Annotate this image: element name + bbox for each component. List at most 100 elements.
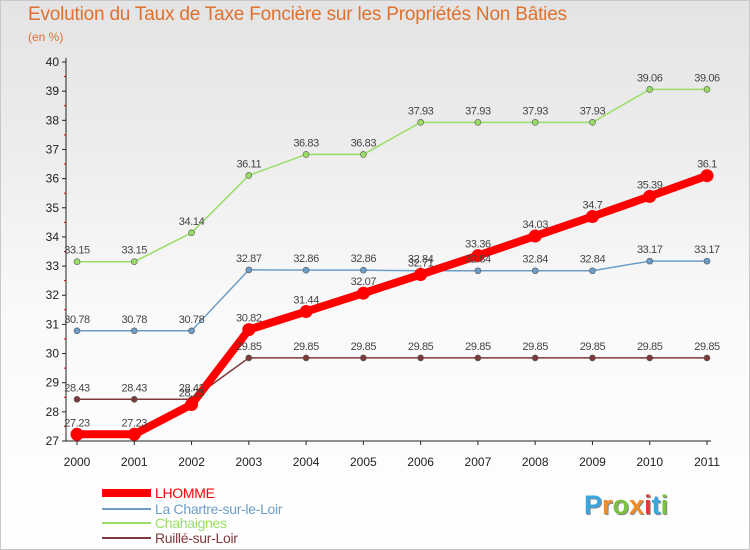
- series-line-chahaignes: [76, 88, 708, 263]
- data-label: 33.15: [64, 245, 90, 257]
- y-tick-label: 31: [46, 317, 60, 331]
- data-label: 29.85: [522, 341, 548, 353]
- data-label: 28.43: [122, 382, 148, 394]
- y-tick-label: 34: [46, 230, 60, 244]
- data-point: [531, 267, 539, 275]
- chart-title: Evolution du Taux de Taxe Foncière sur l…: [28, 4, 567, 25]
- data-label: 32.84: [408, 254, 434, 266]
- data-point: [302, 266, 310, 274]
- data-label: 39.06: [694, 72, 720, 84]
- x-tick-label: 2002: [178, 455, 205, 469]
- series-line-ruill-sur-loir: [76, 357, 708, 401]
- legend-label: Ruillé-sur-Loir: [155, 530, 238, 546]
- x-tick-label: 2008: [522, 455, 549, 469]
- data-point: [589, 354, 596, 362]
- data-label: 37.93: [522, 105, 548, 117]
- data-point: [700, 169, 714, 183]
- logo-letter: o: [612, 490, 630, 520]
- legend-swatch: [102, 489, 151, 497]
- data-point: [360, 266, 367, 274]
- x-tick-label: 2009: [579, 455, 606, 469]
- data-point: [245, 266, 253, 274]
- data-point: [474, 354, 482, 362]
- data-label: 34.7: [583, 200, 603, 212]
- x-tick-label: 2006: [407, 455, 434, 469]
- data-label: 32.84: [465, 254, 491, 266]
- data-label: 29.85: [293, 341, 319, 353]
- y-tick-label: 27: [46, 434, 60, 448]
- x-tick-label: 2007: [465, 455, 492, 469]
- data-point: [70, 427, 84, 441]
- legend-label: La Chartre-sur-le-Loir: [155, 501, 283, 517]
- x-tick-label: 2001: [121, 455, 148, 469]
- y-tick-label: 35: [46, 201, 60, 215]
- data-label: 37.93: [465, 105, 491, 117]
- data-label: 32.86: [293, 253, 319, 265]
- data-point: [703, 354, 711, 362]
- data-label: 29.85: [694, 341, 720, 353]
- x-tick-label: 2010: [636, 455, 663, 469]
- data-point: [646, 354, 654, 362]
- data-point: [646, 257, 654, 265]
- data-label: 37.93: [408, 105, 434, 117]
- data-label: 30.78: [179, 314, 205, 326]
- data-label: 32.84: [522, 254, 548, 266]
- data-point: [245, 172, 253, 179]
- data-point: [356, 286, 370, 300]
- y-tick-label: 40: [46, 55, 60, 69]
- data-label: 29.85: [580, 341, 606, 353]
- data-point: [646, 86, 654, 93]
- data-point: [302, 354, 310, 362]
- data-point: [417, 119, 424, 126]
- data-label: 32.71: [408, 258, 434, 270]
- data-label: 32.84: [580, 254, 606, 266]
- data-label: 29.85: [465, 341, 491, 353]
- legend-swatch: [102, 508, 151, 510]
- data-label: 34.03: [522, 219, 548, 231]
- data-label: 29.85: [408, 341, 434, 353]
- data-label: 33.17: [637, 244, 663, 256]
- data-point: [188, 327, 195, 335]
- data-label: 36.11: [236, 158, 261, 170]
- proxiti-logo: Proxiti: [584, 490, 668, 521]
- data-point: [73, 327, 81, 335]
- data-label: 30.82: [236, 313, 262, 325]
- data-label: 29.85: [637, 341, 663, 353]
- data-point: [585, 210, 599, 224]
- y-tick-label: 37: [46, 142, 60, 156]
- data-point: [360, 151, 367, 158]
- logo-letter: i: [644, 490, 652, 520]
- data-point: [130, 258, 138, 266]
- y-tick-label: 33: [46, 259, 60, 273]
- data-point: [302, 151, 310, 158]
- data-point: [589, 267, 596, 275]
- data-point: [703, 86, 711, 93]
- data-label: 36.83: [293, 137, 319, 149]
- data-point: [360, 354, 367, 362]
- data-label: 34.14: [179, 216, 205, 228]
- data-label: 28.43: [64, 382, 90, 394]
- x-tick-label: 2005: [350, 455, 377, 469]
- y-tick-label: 39: [46, 84, 60, 98]
- series-line-la-chartre-sur-le-loir: [76, 260, 708, 332]
- data-label: 31.44: [293, 295, 319, 307]
- data-point: [531, 354, 539, 362]
- data-label: 30.78: [122, 314, 148, 326]
- data-point: [245, 354, 253, 362]
- data-point: [127, 427, 141, 441]
- data-label: 39.06: [637, 72, 663, 84]
- data-point: [474, 119, 482, 126]
- data-label: 37.93: [580, 105, 606, 117]
- data-label: 27.23: [64, 417, 90, 429]
- data-point: [417, 354, 424, 362]
- legend-label: LHOMME: [155, 485, 215, 501]
- data-point: [242, 323, 256, 337]
- legend-swatch: [102, 522, 151, 524]
- data-point: [531, 119, 539, 126]
- data-point: [73, 258, 81, 266]
- data-point: [299, 305, 313, 319]
- logo-letter: P: [584, 490, 603, 520]
- data-label: 35.39: [637, 179, 663, 191]
- logo-letter: x: [629, 490, 645, 520]
